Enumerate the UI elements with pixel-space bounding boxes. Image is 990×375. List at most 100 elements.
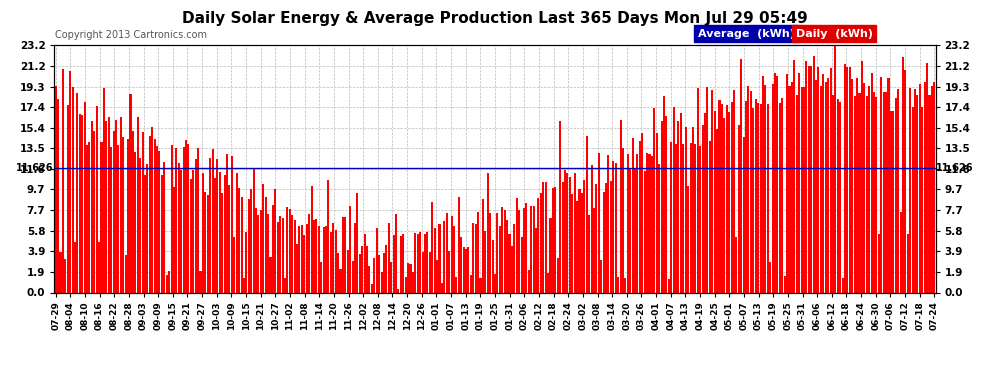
Bar xyxy=(523,209,525,292)
Bar xyxy=(818,68,820,292)
Bar xyxy=(781,98,783,292)
Bar xyxy=(668,279,670,292)
Bar xyxy=(113,131,115,292)
Bar xyxy=(499,226,501,292)
Bar xyxy=(474,224,477,292)
Bar xyxy=(340,269,342,292)
Text: Copyright 2013 Cartronics.com: Copyright 2013 Cartronics.com xyxy=(55,30,207,40)
Bar xyxy=(907,234,909,292)
Bar xyxy=(147,164,148,292)
Bar xyxy=(351,261,353,292)
Bar xyxy=(178,164,180,292)
Bar xyxy=(311,186,313,292)
Bar xyxy=(328,180,330,292)
Bar xyxy=(467,247,469,292)
Bar xyxy=(489,213,491,292)
Bar xyxy=(692,126,694,292)
Bar xyxy=(573,172,576,292)
Bar xyxy=(479,278,481,292)
Bar xyxy=(823,74,825,292)
Bar xyxy=(277,222,279,292)
Bar xyxy=(581,192,583,292)
Bar xyxy=(441,283,443,292)
Bar xyxy=(140,158,142,292)
Bar xyxy=(658,164,660,292)
Bar xyxy=(484,231,486,292)
Bar xyxy=(318,226,320,292)
Bar xyxy=(892,111,894,292)
Bar xyxy=(402,234,404,292)
Bar xyxy=(74,242,76,292)
Bar xyxy=(757,104,759,292)
Bar xyxy=(704,113,706,292)
Bar xyxy=(202,173,204,292)
Bar xyxy=(380,272,382,292)
Bar xyxy=(556,258,558,292)
Bar xyxy=(284,278,286,292)
Bar xyxy=(108,117,110,292)
Bar xyxy=(551,188,554,292)
Bar xyxy=(105,121,107,292)
Text: 11.626: 11.626 xyxy=(937,164,974,174)
Bar xyxy=(598,153,600,292)
Bar xyxy=(793,60,795,292)
Bar xyxy=(156,146,158,292)
Bar xyxy=(741,59,742,292)
Bar xyxy=(185,140,187,292)
Bar xyxy=(516,198,518,292)
Bar xyxy=(719,100,721,292)
Bar xyxy=(724,118,726,292)
Bar xyxy=(677,121,679,292)
Bar xyxy=(745,101,747,292)
Bar xyxy=(513,224,516,292)
Bar xyxy=(912,108,914,292)
Bar xyxy=(127,140,129,292)
Bar xyxy=(612,162,615,292)
Bar xyxy=(543,182,545,292)
Bar xyxy=(711,90,713,292)
Bar xyxy=(358,254,360,292)
Bar xyxy=(231,156,233,292)
Bar xyxy=(71,87,73,292)
Bar xyxy=(153,139,155,292)
Bar xyxy=(482,199,484,292)
Bar xyxy=(796,95,798,292)
Bar xyxy=(446,213,447,292)
Bar xyxy=(98,242,100,292)
Bar xyxy=(388,223,390,292)
Bar xyxy=(137,117,139,292)
Bar xyxy=(296,244,298,292)
Bar xyxy=(846,67,848,292)
Bar xyxy=(64,259,66,292)
Text: Average  (kWh): Average (kWh) xyxy=(698,29,795,39)
Bar xyxy=(286,207,288,292)
Bar xyxy=(622,148,624,292)
Bar xyxy=(313,220,315,292)
Bar xyxy=(496,213,498,292)
Bar xyxy=(168,271,170,292)
Bar xyxy=(861,61,863,292)
Bar xyxy=(405,277,407,292)
Bar xyxy=(885,92,887,292)
Bar xyxy=(477,213,479,292)
Bar xyxy=(642,132,644,292)
Bar xyxy=(444,221,446,292)
Bar xyxy=(457,197,459,292)
Bar xyxy=(842,278,843,292)
Bar xyxy=(786,74,788,292)
Bar xyxy=(788,86,791,292)
Bar xyxy=(754,99,756,292)
Bar xyxy=(774,73,776,292)
Bar xyxy=(248,199,249,292)
Bar xyxy=(593,207,595,292)
Bar xyxy=(115,120,117,292)
Bar xyxy=(59,252,61,292)
Bar xyxy=(672,107,674,292)
Bar xyxy=(634,168,636,292)
Bar xyxy=(345,217,346,292)
Bar xyxy=(83,102,86,292)
Bar xyxy=(501,207,503,292)
Bar xyxy=(648,154,650,292)
Bar xyxy=(79,114,81,292)
Bar xyxy=(132,131,134,292)
